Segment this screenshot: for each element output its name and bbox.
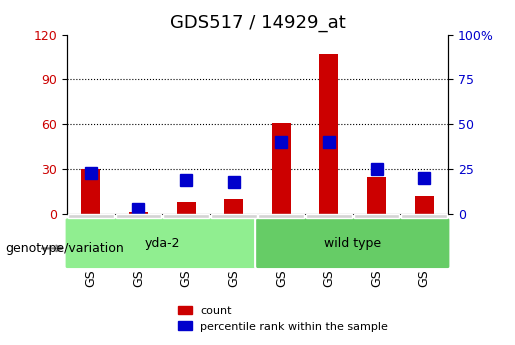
- Bar: [129, 213, 148, 214]
- Bar: [367, 177, 386, 214]
- FancyBboxPatch shape: [211, 214, 256, 218]
- Legend: count, percentile rank within the sample: count, percentile rank within the sample: [174, 301, 393, 336]
- Bar: [272, 123, 291, 214]
- FancyBboxPatch shape: [354, 214, 400, 218]
- Bar: [415, 196, 434, 214]
- FancyBboxPatch shape: [64, 217, 260, 269]
- Text: wild type: wild type: [324, 237, 381, 250]
- FancyBboxPatch shape: [401, 214, 447, 218]
- FancyBboxPatch shape: [163, 214, 209, 218]
- Bar: [319, 54, 338, 214]
- Bar: [81, 169, 100, 214]
- Bar: [177, 202, 196, 214]
- Text: yda-2: yda-2: [145, 237, 180, 250]
- Bar: [224, 199, 243, 214]
- Title: GDS517 / 14929_at: GDS517 / 14929_at: [169, 14, 346, 32]
- FancyBboxPatch shape: [115, 214, 161, 218]
- FancyBboxPatch shape: [68, 214, 114, 218]
- FancyBboxPatch shape: [255, 217, 451, 269]
- FancyBboxPatch shape: [259, 214, 304, 218]
- FancyBboxPatch shape: [306, 214, 352, 218]
- Text: genotype/variation: genotype/variation: [5, 242, 124, 255]
